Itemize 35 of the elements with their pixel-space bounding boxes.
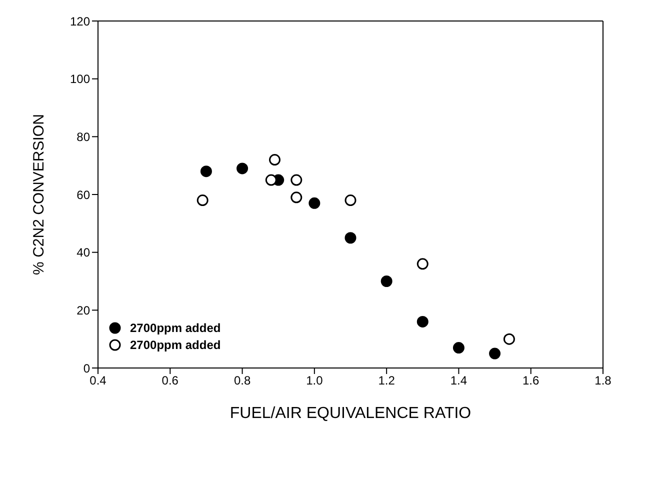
point	[416, 258, 428, 270]
point	[489, 348, 501, 360]
y-tick-label: 60	[76, 188, 90, 202]
point	[308, 197, 320, 209]
x-tick-label: 1.8	[594, 374, 612, 388]
y-axis-title: % C2N2 CONVERSION	[30, 114, 48, 275]
x-tick-label: 1.0	[306, 374, 324, 388]
x-tick-label: 0.8	[234, 374, 251, 388]
point	[290, 192, 302, 204]
y-tick-label: 100	[70, 72, 90, 86]
point	[452, 342, 464, 354]
point	[344, 232, 356, 244]
x-tick-label: 1.2	[378, 374, 396, 388]
point	[236, 162, 248, 174]
legend-label: 2700ppm added	[130, 321, 221, 335]
point	[265, 174, 277, 186]
legend-label: 2700ppm added	[130, 338, 221, 352]
point	[200, 166, 212, 178]
y-tick-label: 0	[83, 361, 90, 376]
point	[269, 154, 280, 166]
x-tick-label: 1.6	[522, 374, 540, 388]
point	[380, 276, 392, 287]
y-tick-label: 40	[76, 246, 90, 260]
x-tick-label: 1.4	[450, 374, 468, 388]
y-tick-label: 120	[70, 14, 90, 28]
x-axis-title: FUEL/AIR EQUIVALENCE RATIO	[230, 405, 472, 422]
x-tick-label: 0.6	[162, 374, 179, 388]
point	[344, 194, 356, 206]
point	[503, 333, 515, 345]
point	[290, 174, 302, 186]
x-tick-label: 0.4	[90, 374, 107, 388]
y-tick-label: 80	[76, 130, 90, 144]
point	[416, 316, 428, 328]
point	[196, 194, 208, 206]
y-tick-label: 20	[76, 303, 90, 318]
